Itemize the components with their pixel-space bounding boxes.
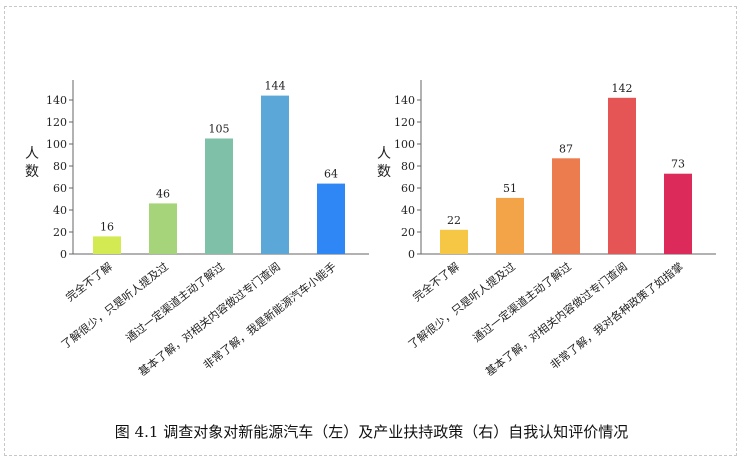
- bar-value-label: 46: [156, 187, 170, 200]
- y-axis-label: 人: [377, 146, 391, 162]
- y-axis-label: 数: [377, 164, 391, 180]
- bar-value-label: 73: [671, 158, 685, 171]
- bar: [317, 183, 345, 254]
- y-tick-label: 60: [401, 182, 415, 195]
- left-bar-chart: 0 20 40 60 80 100 120 140 人数 16 完全不了解 46 了解很少，只是听人提及…: [25, 80, 369, 379]
- y-axis-label: 数: [25, 164, 39, 180]
- y-tick-label: 140: [394, 94, 415, 107]
- bar-value-label: 16: [100, 220, 114, 233]
- y-tick-label: 20: [53, 226, 67, 239]
- y-tick-label: 40: [53, 204, 67, 217]
- bar-value-label: 22: [447, 214, 461, 227]
- bar: [608, 97, 636, 254]
- bar: [93, 236, 121, 254]
- category-label: 了解很少，只是听人提及过: [58, 259, 171, 351]
- y-tick-label: 140: [46, 94, 67, 107]
- right-bar-chart: 0 20 40 60 80 100 120 140 人数 22 完全不了解 51 了解很少，只是听人提及…: [377, 80, 716, 379]
- y-tick-label: 60: [53, 182, 67, 195]
- category-label: 了解很少，只是听人提及过: [405, 259, 518, 351]
- y-axis-label: 人: [25, 146, 39, 162]
- category-label: 通过一定渠道主动了解过: [123, 259, 227, 345]
- y-tick-label: 120: [394, 116, 415, 129]
- y-tick-label: 0: [408, 248, 415, 261]
- bar-value-label: 144: [265, 80, 286, 93]
- bar-value-label: 87: [559, 142, 573, 155]
- bar: [205, 138, 233, 254]
- bar-value-label: 142: [612, 82, 633, 95]
- bar: [149, 203, 177, 254]
- bar: [552, 158, 580, 254]
- y-tick-label: 20: [401, 226, 415, 239]
- y-tick-label: 80: [401, 160, 415, 173]
- bar: [261, 95, 289, 254]
- category-label: 完全不了解: [63, 259, 115, 304]
- bar: [496, 197, 524, 254]
- y-tick-label: 100: [46, 138, 67, 151]
- y-tick-label: 100: [394, 138, 415, 151]
- bar: [440, 229, 468, 254]
- y-tick-label: 120: [46, 116, 67, 129]
- bar-value-label: 105: [209, 123, 230, 136]
- bar: [664, 173, 692, 254]
- y-tick-label: 80: [53, 160, 67, 173]
- bar-value-label: 51: [503, 182, 517, 195]
- y-tick-label: 40: [401, 204, 415, 217]
- bar-value-label: 64: [324, 168, 338, 181]
- figure-frame: [4, 6, 737, 456]
- figure-caption: 图 4.1 调查对象对新能源汽车（左）及产业扶持政策（右）自我认知评价情况: [114, 423, 629, 441]
- category-label: 通过一定渠道主动了解过: [470, 259, 574, 345]
- y-tick-label: 0: [60, 248, 67, 261]
- category-label: 完全不了解: [410, 259, 462, 304]
